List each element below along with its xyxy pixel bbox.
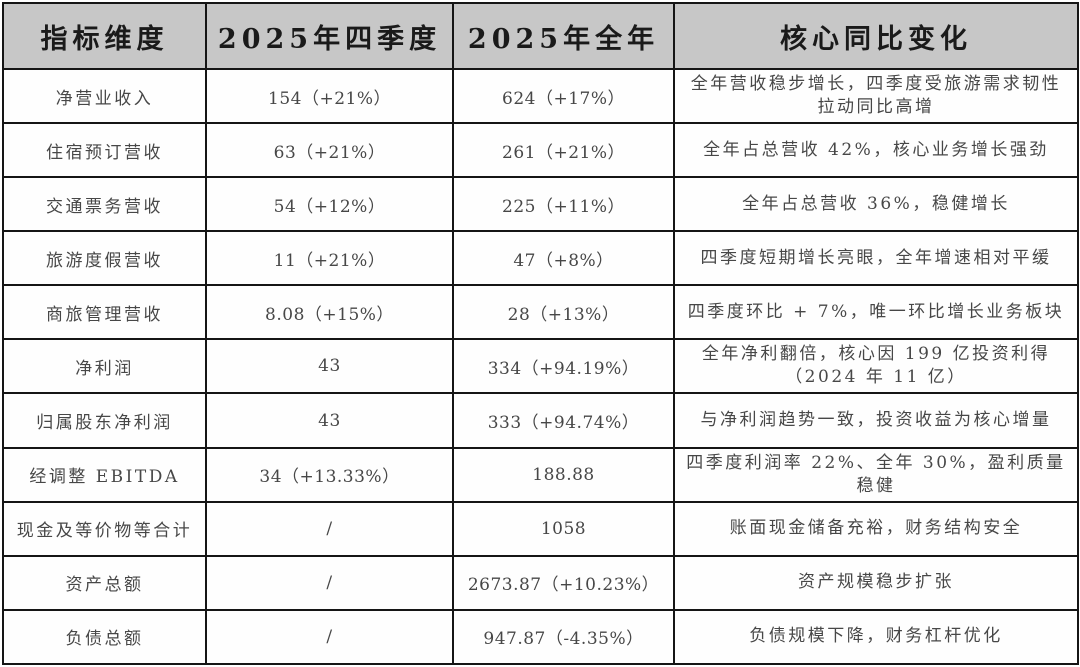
cell-metric: 归属股东净利润 — [2, 392, 207, 449]
cell-year-value: 333（+94.74%） — [452, 392, 675, 449]
column-header-yoy-change: 核心同比变化 — [673, 2, 1079, 70]
column-header-metric: 指标维度 — [2, 2, 207, 70]
cell-year-value: 261（+21%） — [452, 122, 675, 179]
cell-change-note: 资产规模稳步扩张 — [673, 554, 1079, 611]
cell-metric: 经调整 EBITDA — [2, 446, 207, 503]
cell-change-note: 负债规模下降，财务杠杆优化 — [673, 608, 1079, 666]
cell-year-value: 947.87（-4.35%） — [452, 608, 675, 666]
table-row-total-liabilities: 负债总额 / 947.87（-4.35%） 负债规模下降，财务杠杆优化 — [2, 608, 1079, 666]
table-row-net-revenue: 净营业收入 154（+21%） 624（+17%） 全年营收稳步增长，四季度受旅… — [2, 67, 1079, 125]
cell-q4-value: 43 — [205, 392, 454, 449]
cell-q4-value: / — [205, 554, 454, 611]
cell-metric: 负债总额 — [2, 608, 207, 666]
cell-change-note: 全年占总营收 42%，核心业务增长强劲 — [673, 122, 1079, 179]
column-header-fy-2025: 2025年全年 — [452, 2, 675, 70]
table-row-transport-ticketing-revenue: 交通票务营收 54（+12%） 225（+11%） 全年占总营收 36%，稳健增… — [2, 176, 1079, 233]
cell-year-value: 225（+11%） — [452, 176, 675, 233]
table-row-packaged-tour-revenue: 旅游度假营收 11（+21%） 47（+8%） 四季度短期增长亮眼，全年增速相对… — [2, 230, 1079, 287]
cell-metric: 现金及等价物等合计 — [2, 500, 207, 557]
table-row-net-profit: 净利润 43 334（+94.19%） 全年净利翻倍，核心因 199 亿投资利得… — [2, 338, 1079, 395]
cell-year-value: 28（+13%） — [452, 284, 675, 341]
cell-q4-value: 34（+13.33%） — [205, 446, 454, 503]
cell-year-value: 188.88 — [452, 446, 675, 503]
cell-metric: 住宿预订营收 — [2, 122, 207, 179]
cell-year-value: 47（+8%） — [452, 230, 675, 287]
table-row-adjusted-ebitda: 经调整 EBITDA 34（+13.33%） 188.88 四季度利润率 22%… — [2, 446, 1079, 503]
cell-change-note: 账面现金储备充裕，财务结构安全 — [673, 500, 1079, 557]
table-row-corporate-travel-revenue: 商旅管理营收 8.08（+15%） 28（+13%） 四季度环比 + 7%，唯一… — [2, 284, 1079, 341]
cell-metric: 旅游度假营收 — [2, 230, 207, 287]
cell-q4-value: 11（+21%） — [205, 230, 454, 287]
cell-q4-value: 154（+21%） — [205, 67, 454, 125]
table-row-total-assets: 资产总额 / 2673.87（+10.23%） 资产规模稳步扩张 — [2, 554, 1079, 611]
cell-metric: 净营业收入 — [2, 67, 207, 125]
cell-metric: 资产总额 — [2, 554, 207, 611]
cell-metric: 交通票务营收 — [2, 176, 207, 233]
cell-q4-value: 54（+12%） — [205, 176, 454, 233]
cell-year-value: 1058 — [452, 500, 675, 557]
cell-change-note: 与净利润趋势一致，投资收益为核心增量 — [673, 392, 1079, 449]
cell-q4-value: 8.08（+15%） — [205, 284, 454, 341]
cell-year-value: 334（+94.19%） — [452, 338, 675, 395]
cell-year-value: 624（+17%） — [452, 67, 675, 125]
cell-q4-value: / — [205, 500, 454, 557]
column-header-q4-2025: 2025年四季度 — [205, 2, 454, 70]
cell-change-note: 全年营收稳步增长，四季度受旅游需求韧性拉动同比高增 — [673, 67, 1079, 125]
cell-q4-value: 63（+21%） — [205, 122, 454, 179]
cell-q4-value: / — [205, 608, 454, 666]
cell-change-note: 全年占总营收 36%，稳健增长 — [673, 176, 1079, 233]
cell-year-value: 2673.87（+10.23%） — [452, 554, 675, 611]
table-header-row: 指标维度 2025年四季度 2025年全年 核心同比变化 — [2, 2, 1079, 70]
cell-metric: 商旅管理营收 — [2, 284, 207, 341]
table-row-accommodation-revenue: 住宿预订营收 63（+21%） 261（+21%） 全年占总营收 42%，核心业… — [2, 122, 1079, 179]
cell-q4-value: 43 — [205, 338, 454, 395]
table-row-net-profit-attributable: 归属股东净利润 43 333（+94.74%） 与净利润趋势一致，投资收益为核心… — [2, 392, 1079, 449]
cell-metric: 净利润 — [2, 338, 207, 395]
cell-change-note: 四季度利润率 22%、全年 30%，盈利质量稳健 — [673, 446, 1079, 503]
cell-change-note: 全年净利翻倍，核心因 199 亿投资利得（2024 年 11 亿） — [673, 338, 1079, 395]
cell-change-note: 四季度短期增长亮眼，全年增速相对平缓 — [673, 230, 1079, 287]
cell-change-note: 四季度环比 + 7%，唯一环比增长业务板块 — [673, 284, 1079, 341]
table-row-cash-and-equivalents: 现金及等价物等合计 / 1058 账面现金储备充裕，财务结构安全 — [2, 500, 1079, 557]
